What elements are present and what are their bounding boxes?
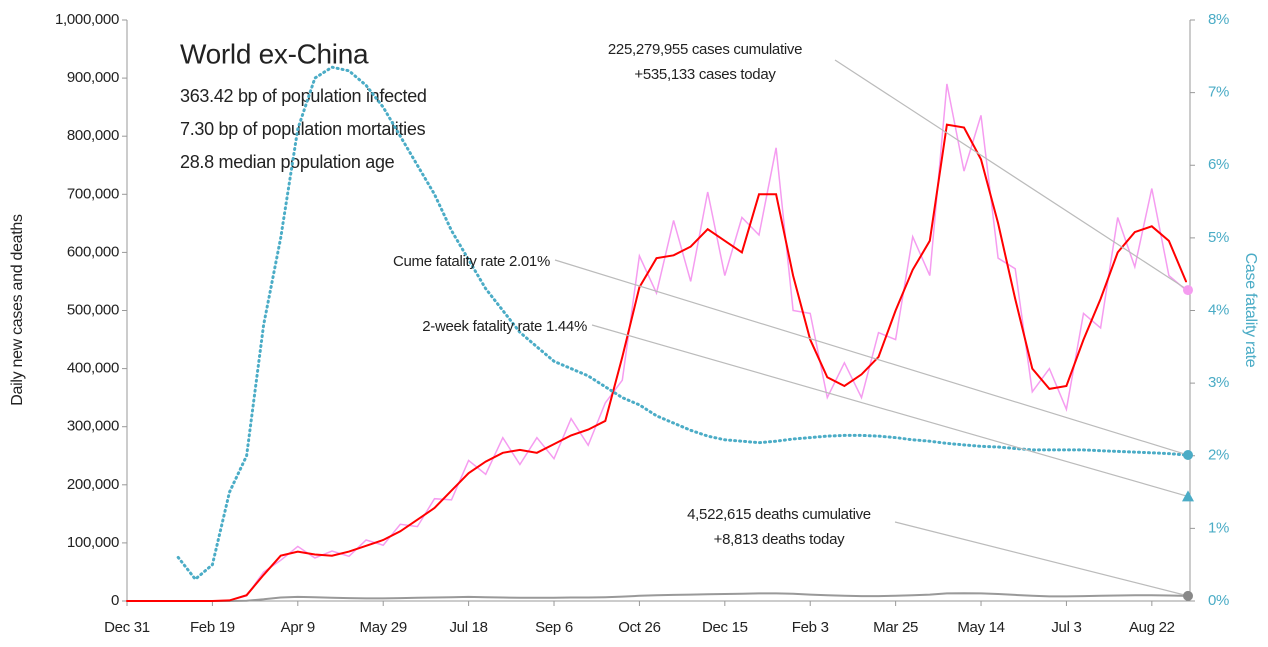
x-tick-label: May 14 bbox=[957, 619, 1004, 636]
x-tick-label: Dec 15 bbox=[702, 619, 748, 636]
y2-tick-label: 0% bbox=[1208, 592, 1229, 609]
annotation-marker bbox=[1182, 490, 1194, 502]
annotation-marker bbox=[1183, 450, 1193, 461]
x-tick-label: Feb 3 bbox=[792, 619, 829, 636]
annotation-leader bbox=[894, 521, 1189, 597]
subtitle: 363.42 bp of population infected bbox=[180, 86, 427, 106]
y2-tick-label: 4% bbox=[1208, 301, 1229, 318]
y-tick-label: 1,000,000 bbox=[55, 11, 119, 28]
annotation-text: +535,133 cases today bbox=[634, 66, 776, 83]
annotation-text: 225,279,955 cases cumulative bbox=[608, 41, 802, 58]
y2-axis-label: Case fatality rate bbox=[1242, 253, 1259, 368]
y2-tick-label: 3% bbox=[1208, 374, 1229, 391]
series-line bbox=[176, 65, 1188, 582]
y-tick-label: 0 bbox=[111, 592, 119, 609]
y-tick-label: 700,000 bbox=[67, 185, 119, 202]
x-tick-label: Aug 22 bbox=[1129, 619, 1175, 636]
y-tick-label: 800,000 bbox=[67, 127, 119, 144]
y-tick-label: 900,000 bbox=[67, 69, 119, 86]
x-tick-label: Jul 3 bbox=[1051, 619, 1081, 636]
annotation-leader bbox=[834, 59, 1189, 291]
series-line bbox=[126, 592, 1187, 602]
annotation-leader bbox=[554, 259, 1189, 456]
annotation-text: 4,522,615 deaths cumulative bbox=[687, 506, 871, 523]
y-tick-label: 100,000 bbox=[67, 534, 119, 551]
series-line bbox=[126, 123, 1187, 602]
y-tick-label: 200,000 bbox=[67, 476, 119, 493]
y-tick-label: 600,000 bbox=[67, 243, 119, 260]
x-tick-label: Sep 6 bbox=[535, 619, 573, 636]
annotation-text: Cume fatality rate 2.01% bbox=[393, 253, 550, 270]
x-tick-label: Feb 19 bbox=[190, 619, 235, 636]
y-tick-label: 400,000 bbox=[67, 360, 119, 377]
x-tick-label: Mar 25 bbox=[873, 619, 918, 636]
y2-tick-label: 6% bbox=[1208, 156, 1229, 173]
x-tick-label: Oct 26 bbox=[618, 619, 660, 636]
x-tick-label: May 29 bbox=[360, 619, 407, 636]
y2-tick-label: 5% bbox=[1208, 229, 1229, 246]
series-line bbox=[126, 83, 1187, 602]
y-tick-label: 500,000 bbox=[67, 301, 119, 318]
annotation-text: +8,813 deaths today bbox=[714, 531, 845, 548]
x-tick-label: Jul 18 bbox=[449, 619, 487, 636]
x-tick-label: Apr 9 bbox=[281, 619, 315, 636]
subtitle: 28.8 median population age bbox=[180, 152, 395, 172]
chart-title: World ex-China bbox=[180, 38, 369, 69]
annotation-marker bbox=[1183, 285, 1193, 296]
y2-tick-label: 8% bbox=[1208, 11, 1229, 28]
y-axis-label: Daily new cases and deaths bbox=[9, 214, 26, 406]
y2-tick-label: 2% bbox=[1208, 447, 1229, 464]
annotation-leader bbox=[591, 324, 1189, 497]
y2-tick-label: 1% bbox=[1208, 519, 1229, 536]
x-tick-label: Dec 31 bbox=[104, 619, 150, 636]
annotation-marker bbox=[1183, 590, 1193, 601]
y2-tick-label: 7% bbox=[1208, 84, 1229, 101]
subtitle: 7.30 bp of population mortalities bbox=[180, 119, 426, 139]
annotation-text: 2-week fatality rate 1.44% bbox=[422, 318, 587, 335]
y-tick-label: 300,000 bbox=[67, 418, 119, 435]
